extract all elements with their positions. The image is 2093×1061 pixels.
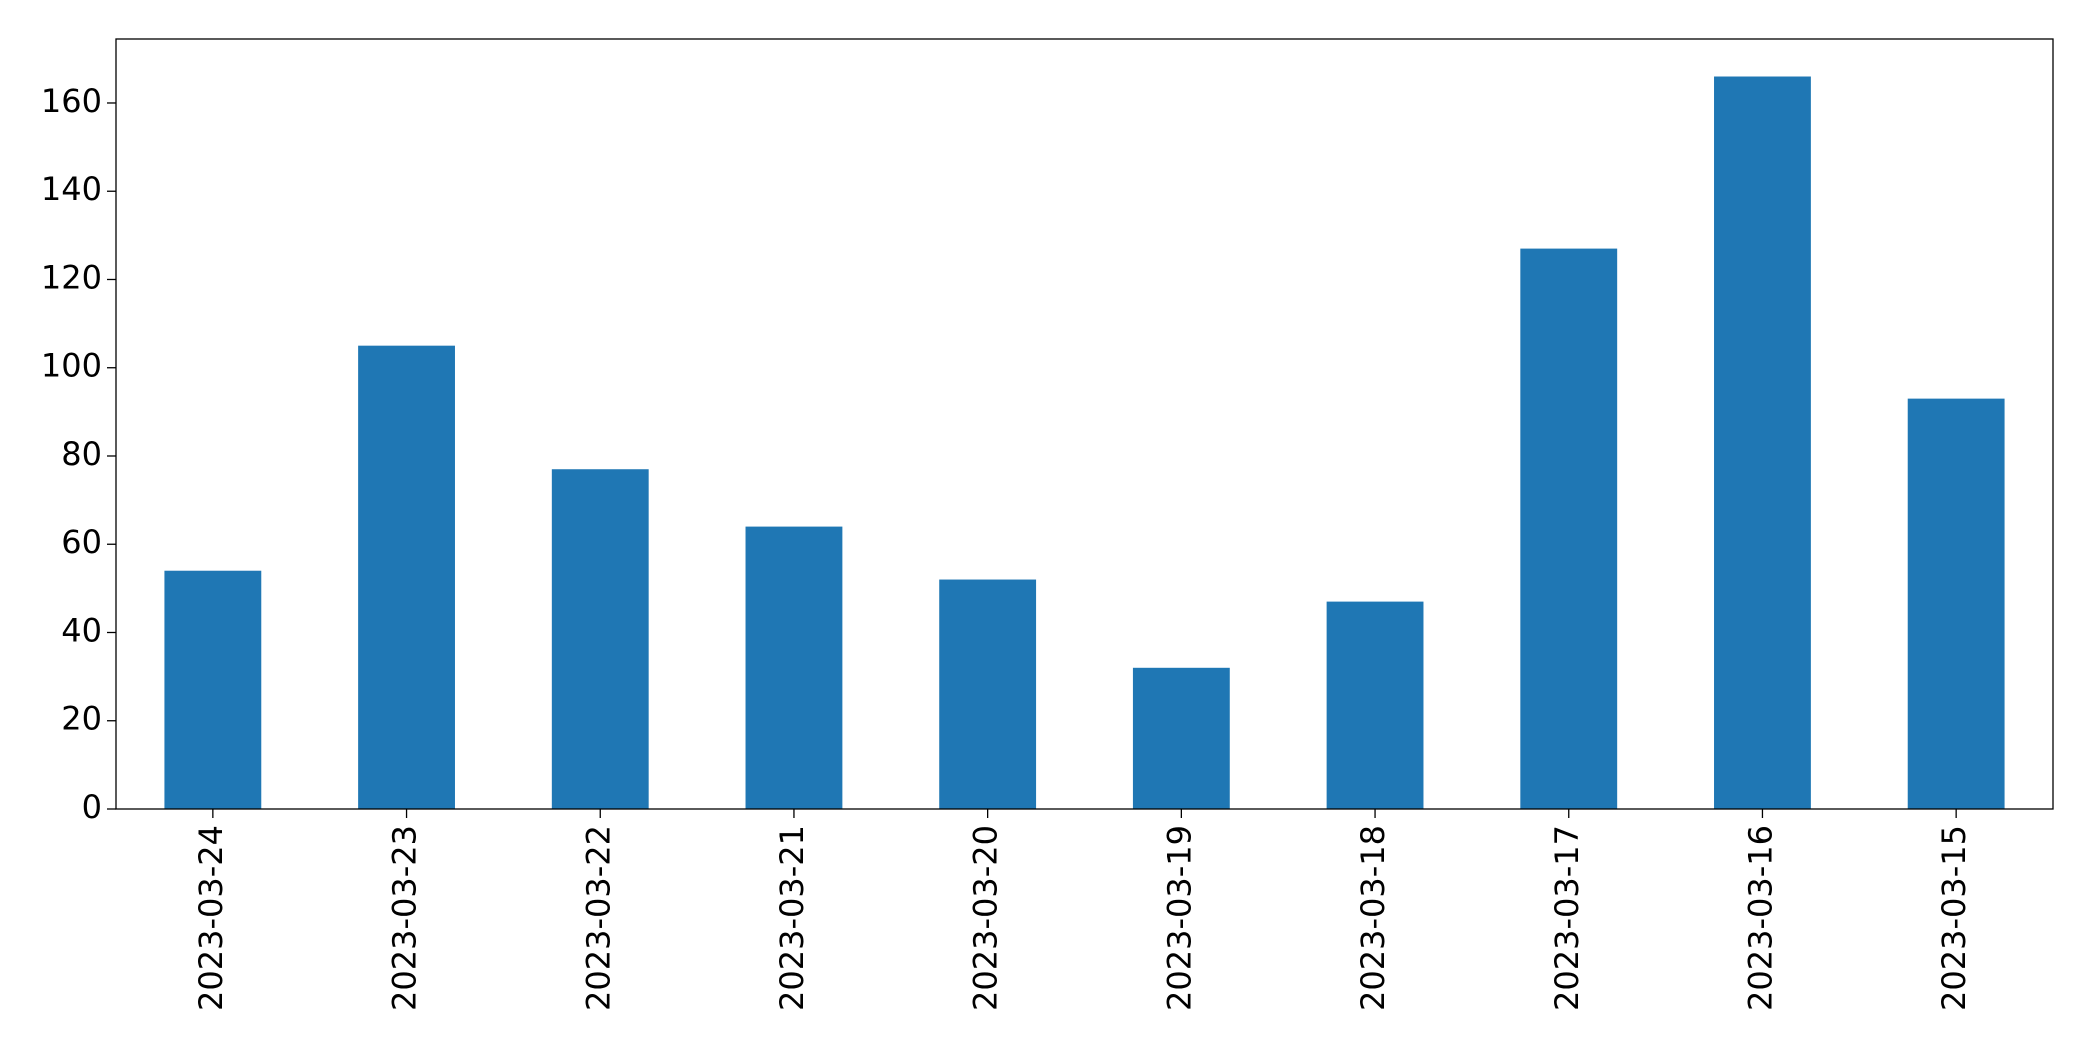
y-tick-label: 120 <box>41 258 102 296</box>
bar <box>1520 248 1618 809</box>
y-tick-label: 60 <box>61 523 102 561</box>
y-tick-label: 40 <box>61 611 102 649</box>
y-tick-label: 20 <box>61 700 102 738</box>
x-tick-label: 2023-03-20 <box>967 825 1005 1011</box>
bar <box>939 579 1037 809</box>
x-tick-label: 2023-03-24 <box>192 825 230 1011</box>
y-tick-label: 80 <box>61 435 102 473</box>
bar <box>358 345 455 809</box>
x-tick-label: 2023-03-22 <box>579 825 617 1011</box>
x-tick-label: 2023-03-21 <box>773 825 811 1011</box>
y-tick-label: 160 <box>41 82 102 120</box>
bar <box>745 526 843 809</box>
bar <box>551 469 649 809</box>
bar <box>1132 667 1230 809</box>
x-tick-label: 2023-03-17 <box>1548 825 1586 1011</box>
x-tick-label: 2023-03-18 <box>1354 825 1392 1011</box>
bar <box>1326 601 1424 809</box>
y-tick-label: 100 <box>41 347 102 385</box>
x-tick-label: 2023-03-19 <box>1160 825 1198 1011</box>
y-tick-label: 140 <box>41 170 102 208</box>
y-tick-label: 0 <box>82 788 102 826</box>
bar <box>164 570 262 809</box>
x-tick-label: 2023-03-16 <box>1741 825 1779 1011</box>
plot-frame <box>115 38 2054 810</box>
bar <box>1907 398 2005 809</box>
x-tick-label: 2023-03-23 <box>386 825 424 1011</box>
bar <box>1714 76 1811 810</box>
x-tick-label: 2023-03-15 <box>1935 825 1973 1011</box>
